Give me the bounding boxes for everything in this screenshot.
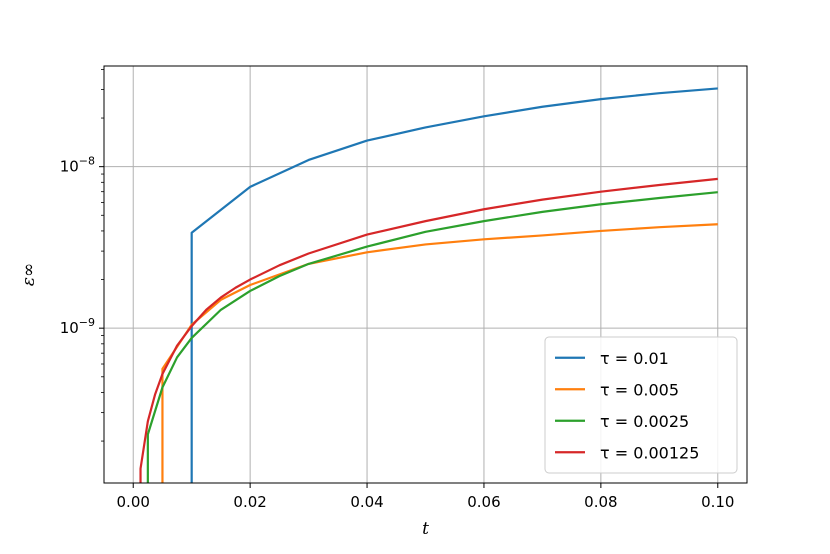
legend-label: τ = 0.0025	[600, 412, 689, 431]
x-tick-label: 0.04	[350, 493, 383, 511]
plot-frame	[103, 65, 748, 484]
series-line-3	[146, 191, 718, 483]
y-tick-label: 10−8	[60, 155, 95, 176]
series-line-1	[190, 87, 718, 483]
y-tick-label: 10−9	[60, 316, 95, 337]
x-tick-label: 0.10	[701, 493, 734, 511]
legend: τ = 0.01 τ = 0.005 τ = 0.0025 τ = 0.00125	[544, 336, 738, 474]
grid	[104, 66, 747, 483]
y-axis-label: ε∞	[19, 263, 39, 286]
legend-label: τ = 0.00125	[600, 443, 699, 462]
x-tick-label: 0.02	[233, 493, 266, 511]
x-tick-label: 0.06	[467, 493, 500, 511]
legend-label: τ = 0.01	[600, 349, 669, 368]
x-axis: 0.00 0.02 0.04 0.06 0.08 0.10	[117, 483, 734, 511]
x-tick-label: 0.00	[117, 493, 150, 511]
x-tick-label: 0.08	[584, 493, 617, 511]
series-lines	[139, 87, 718, 483]
legend-box	[544, 336, 738, 474]
legend-label: τ = 0.005	[600, 380, 679, 399]
series-line-4	[139, 177, 718, 483]
x-axis-label: t	[422, 519, 429, 539]
y-axis: 10−9 10−8	[60, 155, 104, 337]
